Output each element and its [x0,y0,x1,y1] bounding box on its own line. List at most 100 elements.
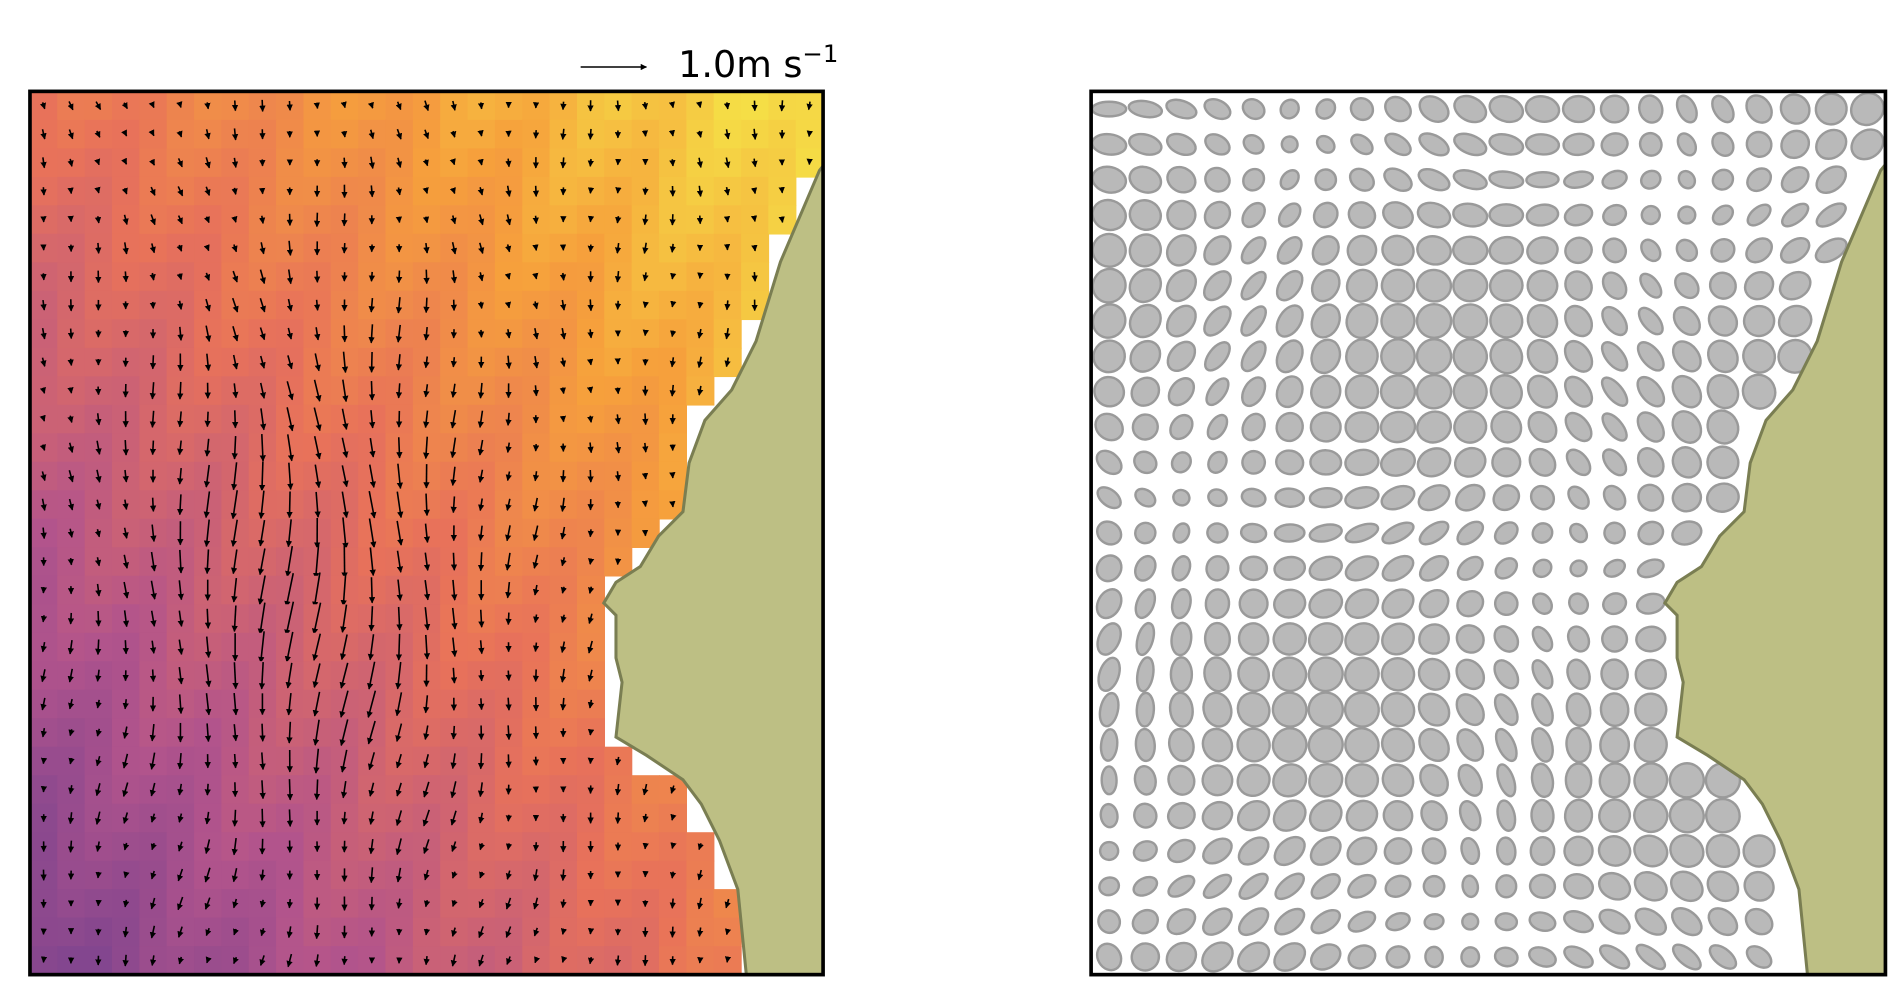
ellipse [1780,129,1811,160]
ellipse [1454,483,1486,512]
ellipse [1130,376,1161,407]
arrow [368,518,377,549]
ellipse [1455,658,1486,691]
arrow [258,461,266,492]
arrow [586,358,594,366]
arrow [614,387,621,395]
ellipse [1203,656,1232,693]
ellipse [1671,943,1702,971]
ellipse [1601,448,1628,477]
arrow [505,697,512,711]
ellipse [1274,487,1306,508]
ellipse [1380,268,1416,303]
ellipse [1171,555,1192,582]
ellipse [1169,656,1194,693]
ellipse [1496,799,1517,832]
ellipse [1600,658,1629,691]
ellipse [1815,165,1848,195]
ellipse [1380,302,1416,340]
ellipse [1097,656,1121,693]
arrow [367,634,375,661]
arrow [505,670,512,682]
ellipse [1275,449,1305,476]
ellipse [1415,338,1453,375]
arrow [39,102,46,110]
ellipse [1633,871,1668,902]
ellipse [1564,762,1593,799]
arrow [505,442,512,453]
ellipse [1453,410,1488,444]
arrow [477,410,484,429]
arrow [669,243,676,253]
arrow [559,357,567,368]
ellipse [1417,657,1451,691]
arrow [477,552,485,572]
arrow [560,128,567,141]
ellipse [1168,691,1194,728]
ellipse [1170,588,1192,620]
ellipse [1599,726,1631,764]
arrow [149,355,157,370]
ellipse [1415,302,1453,340]
ellipse [1167,838,1196,864]
arrow [669,871,677,879]
arrow [122,954,129,967]
ellipse [1563,798,1594,833]
ellipse [1240,340,1267,373]
ellipse [1239,522,1268,544]
arrow [67,442,74,453]
arrow [150,524,157,543]
arrow [176,494,184,516]
ellipse [1599,692,1630,728]
arrow [177,610,184,627]
ellipse [1524,133,1561,156]
arrow [204,102,211,110]
ellipse [1600,341,1629,372]
arrow [231,157,239,169]
arrow [614,100,622,112]
ellipse [1637,483,1665,512]
arrow [696,356,704,369]
ellipse [1093,375,1126,408]
arrow [586,386,594,394]
ellipse [1134,588,1157,620]
arrow [396,128,403,140]
arrow [259,434,266,462]
ellipse [1236,691,1271,728]
arrow [670,330,677,338]
ellipse [1599,94,1630,124]
ellipse [1525,203,1560,227]
arrow [504,272,511,280]
arrow [203,491,211,519]
arrow [67,840,75,853]
ellipse [1418,95,1450,123]
arrow [176,130,183,138]
ellipse [1272,799,1307,832]
ellipse [1345,303,1379,340]
ellipse [1204,133,1231,156]
ellipse [1344,486,1380,510]
ellipse [1711,204,1735,226]
arrow [40,299,47,311]
arrow [341,491,349,519]
arrow [697,328,704,339]
arrow [587,329,594,339]
ellipse [1241,412,1266,442]
ellipse [1273,555,1307,581]
ellipse [1202,907,1233,936]
ellipse [1633,762,1669,799]
arrow [94,529,102,538]
arrow [284,601,295,636]
arrow [614,471,622,482]
ellipse [1668,762,1706,799]
ellipse [1165,269,1198,303]
arrow [724,129,731,140]
arrow [422,187,429,194]
ellipse [1237,622,1270,656]
arrow [232,354,239,370]
arrow [368,156,375,169]
ellipse [1310,303,1341,339]
ellipse [1563,203,1594,227]
ellipse [1453,132,1488,157]
